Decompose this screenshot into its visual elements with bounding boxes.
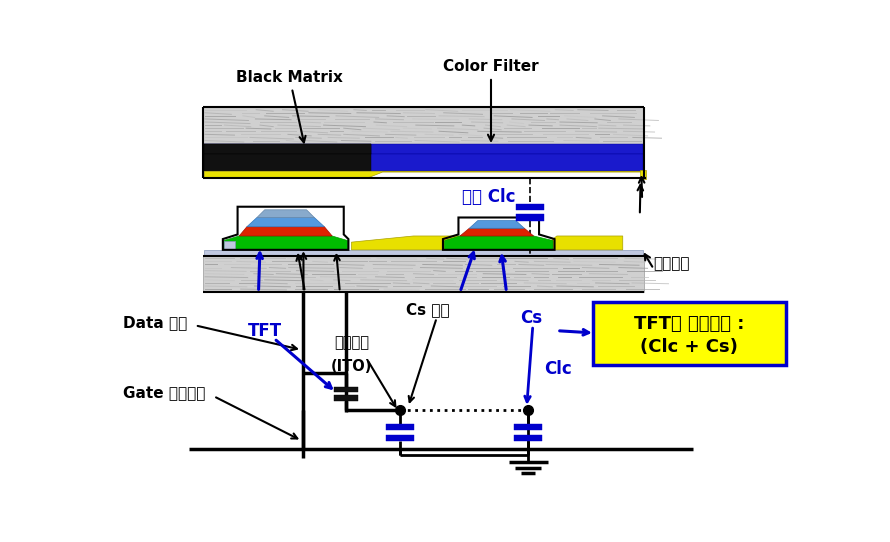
Bar <box>514 435 542 441</box>
Polygon shape <box>444 236 553 250</box>
Text: TFT: TFT <box>247 322 282 340</box>
Polygon shape <box>257 210 314 217</box>
Bar <box>516 204 544 210</box>
Text: Clc: Clc <box>544 360 571 378</box>
Text: (Clc + Cs): (Clc + Cs) <box>641 338 739 356</box>
Text: Black Matrix: Black Matrix <box>236 70 343 143</box>
Bar <box>386 435 414 441</box>
Bar <box>204 250 643 256</box>
Bar <box>640 170 646 179</box>
Bar <box>594 302 786 365</box>
Bar <box>204 144 371 154</box>
Bar <box>514 424 542 430</box>
Bar <box>334 395 359 401</box>
Text: Color Filter: Color Filter <box>443 59 538 141</box>
Bar <box>204 144 371 154</box>
Text: 액정 Clc: 액정 Clc <box>462 189 516 207</box>
Polygon shape <box>239 227 332 236</box>
Polygon shape <box>469 221 524 228</box>
Text: Data 배선: Data 배선 <box>123 315 187 331</box>
Bar <box>386 424 414 430</box>
Bar <box>516 215 544 221</box>
Polygon shape <box>460 228 534 236</box>
Bar <box>204 154 643 171</box>
Text: 화소전극: 화소전극 <box>334 335 369 350</box>
Polygon shape <box>530 236 623 250</box>
Polygon shape <box>247 217 324 227</box>
Polygon shape <box>223 241 235 250</box>
Text: Cs: Cs <box>521 308 543 327</box>
Text: 공통전극: 공통전극 <box>654 256 691 271</box>
Text: Cs 전극: Cs 전극 <box>406 302 449 318</box>
Bar <box>204 154 371 171</box>
Text: Gate 신호배선: Gate 신호배선 <box>123 385 206 400</box>
Bar <box>334 387 359 392</box>
Text: TFT의 부하용량 :: TFT의 부하용량 : <box>635 315 745 333</box>
Polygon shape <box>352 236 530 250</box>
Text: (ITO): (ITO) <box>331 359 372 374</box>
Bar <box>203 256 644 292</box>
Bar <box>203 107 644 144</box>
Polygon shape <box>223 236 348 250</box>
Bar <box>204 144 643 154</box>
Polygon shape <box>204 171 643 178</box>
